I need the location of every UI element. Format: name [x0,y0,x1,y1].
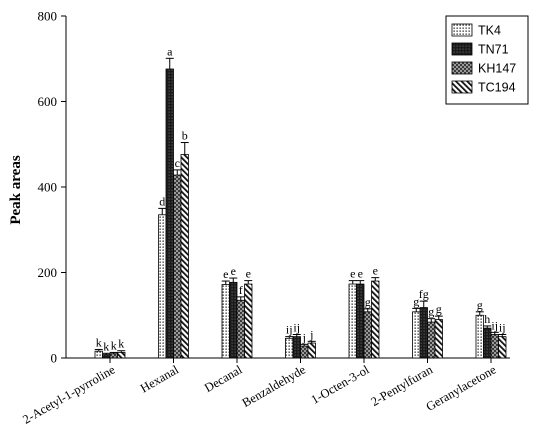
significance-letter: e [246,267,251,281]
bar-tc194-6 [498,336,507,359]
legend-label-kh147: KH147 [478,62,516,76]
bar-tn71-1 [165,68,174,359]
legend-swatch-tn71 [451,42,473,56]
significance-letter: g [365,295,371,309]
bar-tn71-5 [419,307,428,359]
x-tick-label: Benzaldehyde [240,362,309,410]
significance-letter: k [111,338,117,352]
legend-swatch-kh147 [451,61,473,75]
legend-label-tn71: TN71 [478,43,509,57]
x-tick-label: Hexanal [138,362,182,395]
significance-letter: g [428,305,434,319]
y-axis-label: Peak areas [8,155,24,224]
x-tick-label: 2-Acetyl-1-pyrroline [20,362,118,426]
significance-letter: h [484,312,490,326]
significance-letter: f [239,283,243,297]
significance-letter: e [231,264,236,278]
significance-letter: j [302,330,306,344]
legend-swatch-tk4 [451,23,473,37]
significance-letter: e [350,267,355,281]
significance-letter: a [167,44,173,58]
significance-letter: j [309,327,313,341]
y-tick-label: 600 [38,94,58,109]
x-tick-label: Geranylacetone [424,362,499,414]
significance-letter: e [373,264,378,278]
bar-tn71-4 [356,283,365,359]
bar-kh147-6 [490,334,499,359]
bar-tn71-0 [102,354,111,359]
bar-kh147-5 [427,321,436,359]
x-tick-label: 1-Octen-3-ol [309,362,372,407]
significance-letter: e [223,267,228,281]
legend: TK4 TN71 KH147 TC194 [445,15,529,105]
x-tick-label: Decanal [202,362,245,395]
bar-tc194-2 [244,283,253,359]
legend-label-tk4: TK4 [478,24,501,38]
significance-letter: g [413,294,419,308]
bar-kh147-0 [109,353,118,359]
significance-letter: k [96,335,102,349]
significance-letter: ij [293,320,300,334]
bar-tc194-0 [117,352,126,359]
legend-swatch-tc194 [451,80,473,94]
bar-tk4-4 [348,283,357,359]
significance-letter: b [182,129,188,143]
bar-kh147-2 [236,299,245,359]
y-tick-label: 400 [38,180,58,195]
bar-kh147-4 [363,311,372,359]
significance-letter: k [103,339,109,353]
bar-tc194-4 [371,280,380,359]
significance-letter: c [175,156,180,170]
significance-letter: d [159,194,165,208]
bar-tk4-6 [475,314,484,359]
bar-tk4-1 [158,214,167,359]
y-ticks: 0 200 400 600 800 [38,9,66,366]
bar-kh147-3 [300,345,309,359]
significance-letter: ij [499,320,506,334]
legend-label-tc194: TC194 [478,81,516,95]
bar-kh147-1 [173,174,182,359]
significance-letter: g [477,298,483,312]
bar-tk4-3 [285,337,294,359]
significance-letter: k [118,337,124,351]
significance-letter: g [436,302,442,316]
bar-tc194-1 [180,154,189,359]
y-tick-label: 800 [38,9,58,24]
significance-letter: ij [491,318,498,332]
bar-tk4-0 [94,350,103,359]
significance-letter: ij [286,323,293,337]
y-tick-label: 200 [38,265,58,280]
bar-tn71-6 [483,327,492,359]
bar-tn71-2 [229,281,238,359]
bar-tc194-5 [434,319,443,359]
x-labels: 2-Acetyl-1-pyrroline Hexanal DecanalBenzal… [20,358,499,427]
bar-tk4-5 [412,311,421,359]
significance-letter: fg [419,287,429,301]
bar-tk4-2 [221,284,230,359]
y-tick-label: 0 [51,351,58,366]
bar-tc194-3 [307,342,316,359]
significance-letter: e [358,267,363,281]
bar-tn71-3 [292,336,301,359]
